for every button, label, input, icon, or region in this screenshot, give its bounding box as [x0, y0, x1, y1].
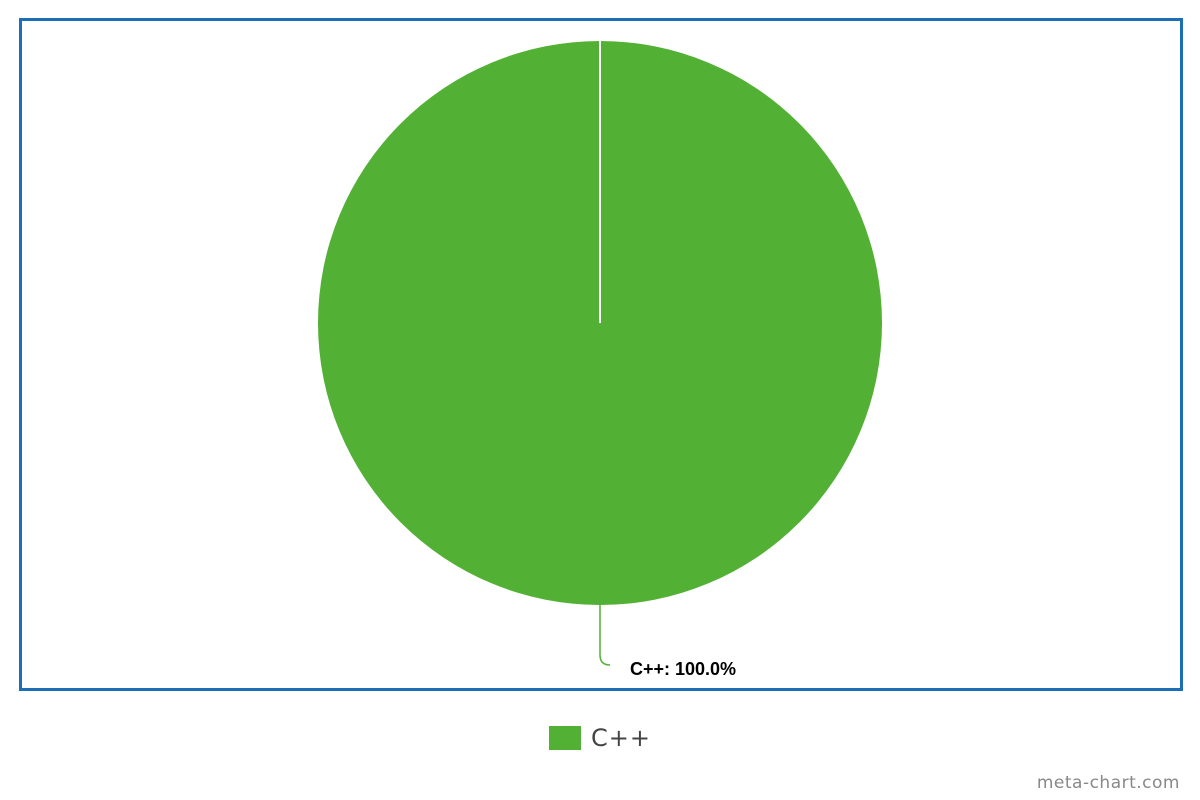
- legend: C++: [0, 724, 1200, 752]
- legend-swatch: [549, 726, 581, 750]
- chart-frame: [19, 18, 1183, 691]
- credit-text: meta-chart.com: [1036, 773, 1180, 793]
- legend-item-cpp[interactable]: C++: [549, 724, 651, 752]
- legend-label: C++: [591, 724, 651, 752]
- slice-data-label-0: C++: 100.0%: [630, 659, 736, 679]
- leader-line-0: [599, 605, 611, 666]
